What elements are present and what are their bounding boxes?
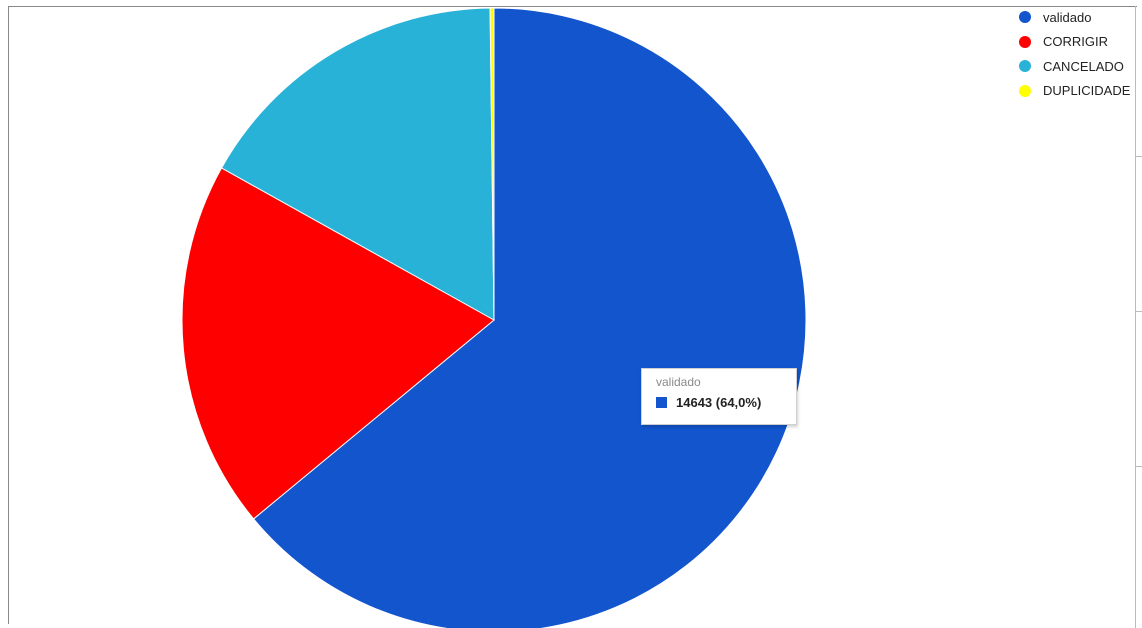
legend-label: CANCELADO — [1043, 58, 1124, 74]
tooltip-title: validado — [656, 375, 701, 389]
legend-dot-icon — [1019, 11, 1031, 24]
tooltip-value: 14643 (64,0%) — [676, 395, 762, 410]
legend-item-corrigir[interactable]: CORRIGIR — [1019, 30, 1130, 55]
tick-mark — [1136, 156, 1142, 157]
tooltip: validado 14643 (64,0%) — [641, 368, 797, 425]
legend: validado CORRIGIR CANCELADO DUPLICIDADE — [1019, 5, 1130, 103]
tooltip-row: 14643 (64,0%) — [656, 395, 796, 410]
tick-mark — [1136, 466, 1142, 467]
legend-label: DUPLICIDADE — [1043, 83, 1131, 99]
legend-item-cancelado[interactable]: CANCELADO — [1019, 54, 1130, 79]
legend-dot-icon — [1019, 60, 1031, 73]
pie-slice-duplicidade[interactable] — [489, 7, 495, 321]
legend-dot-icon — [1019, 84, 1031, 97]
pie-slice-cancelado[interactable] — [220, 7, 495, 321]
pie-slice-corrigir[interactable] — [181, 167, 495, 520]
legend-label: CORRIGIR — [1043, 34, 1108, 50]
pie-slice-validado[interactable] — [252, 7, 807, 628]
scrollbar-track[interactable] — [1135, 6, 1142, 628]
tooltip-swatch-icon — [656, 397, 667, 408]
legend-item-duplicidade[interactable]: DUPLICIDADE — [1019, 79, 1130, 104]
chart-frame — [8, 6, 1137, 624]
legend-label: validado — [1043, 9, 1092, 25]
legend-item-validado[interactable]: validado — [1019, 5, 1130, 30]
legend-dot-icon — [1019, 35, 1031, 48]
tick-mark — [1136, 311, 1142, 312]
